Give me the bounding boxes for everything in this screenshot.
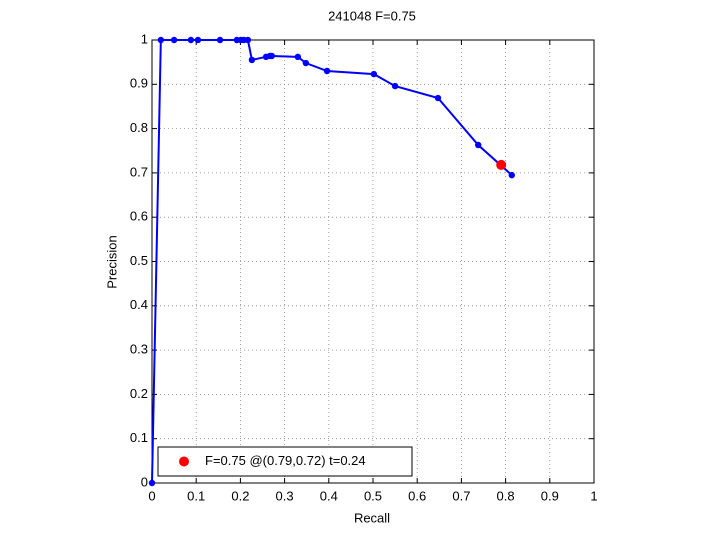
y-tick-label: 0.5 — [130, 253, 148, 268]
x-tick-label: 1 — [590, 488, 597, 503]
x-tick-label: 0.7 — [452, 488, 470, 503]
y-tick-label: 0.4 — [130, 297, 148, 312]
y-tick-label: 0.7 — [130, 164, 148, 179]
axes-frame — [151, 39, 595, 484]
x-tick-label: 0.4 — [320, 488, 338, 503]
data-point — [244, 36, 252, 44]
data-point — [434, 94, 442, 102]
x-tick-label: 0.8 — [497, 488, 515, 503]
data-point — [496, 159, 507, 170]
data-point — [508, 171, 515, 179]
chart-title: 241048 F=0.75 — [328, 8, 416, 23]
data-point — [323, 67, 331, 75]
y-tick-label: 0.8 — [130, 120, 148, 135]
x-tick-label: 0.1 — [187, 488, 205, 503]
x-tick-label: 0 — [148, 488, 155, 503]
y-tick-label: 0.6 — [130, 209, 148, 224]
x-tick-label: 0.6 — [408, 488, 426, 503]
data-point — [148, 479, 156, 487]
y-tick-label: 0 — [141, 474, 148, 489]
series-line — [151, 39, 513, 484]
legend-box — [157, 446, 413, 477]
data-point — [474, 141, 482, 149]
data-point — [170, 36, 178, 44]
x-tick-label: 0.2 — [231, 488, 249, 503]
data-point — [294, 53, 302, 61]
data-point — [268, 52, 275, 60]
y-tick-label: 0.2 — [130, 386, 148, 401]
data-point — [302, 59, 310, 67]
y-tick-label: 0.9 — [130, 76, 148, 91]
data-point — [248, 56, 256, 64]
y-tick-label: 0.1 — [130, 430, 148, 445]
data-point — [370, 70, 378, 78]
legend-label: F=0.75 @(0.79,0.72) t=0.24 — [205, 453, 366, 468]
y-axis-label: Precision — [104, 235, 119, 288]
x-axis-label: Recall — [354, 510, 390, 525]
data-point — [391, 82, 399, 90]
legend: F=0.75 @(0.79,0.72) t=0.24 — [157, 446, 413, 477]
data-point — [157, 36, 165, 44]
x-tick-label: 0.9 — [541, 488, 559, 503]
data-point — [216, 36, 224, 44]
data-point — [194, 36, 202, 44]
x-tick-label: 0.3 — [276, 488, 294, 503]
legend-marker — [179, 456, 189, 467]
y-tick-label: 0.3 — [130, 342, 148, 357]
data-point — [187, 36, 195, 44]
x-tick-label: 0.5 — [364, 488, 382, 503]
y-tick-label: 1 — [141, 31, 148, 46]
